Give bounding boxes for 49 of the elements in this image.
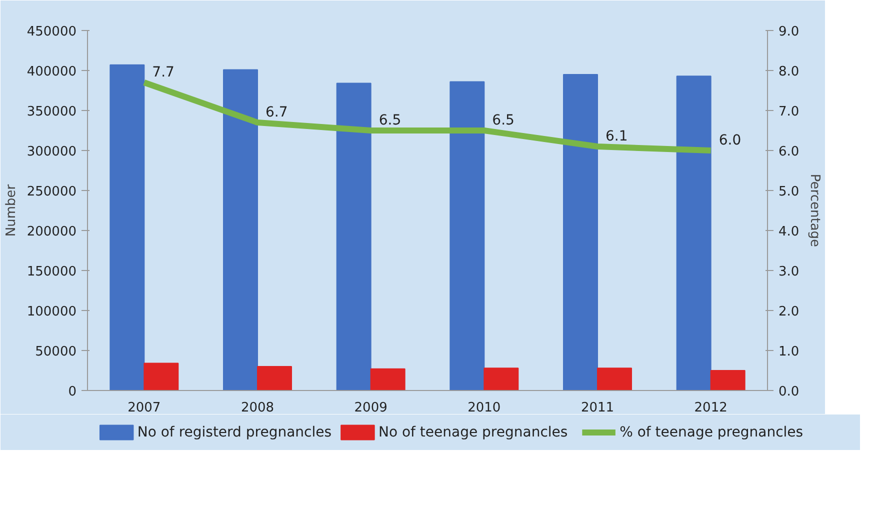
bar (257, 366, 292, 390)
y-tick-label: 250000 (26, 184, 77, 200)
y-tick-label: 300000 (26, 144, 77, 160)
y2-tick-label: 6.0 (778, 144, 800, 160)
bar (563, 74, 598, 390)
x-tick-label: 2010 (468, 400, 501, 416)
bar (144, 362, 179, 390)
x-tick-label: 2011 (580, 400, 614, 416)
y2-tick-label: 0.0 (778, 384, 800, 400)
y-tick-label: 350000 (26, 104, 77, 120)
y-tick-label: 200000 (26, 224, 77, 240)
y-tick-label: 150000 (26, 264, 77, 280)
bar (223, 69, 258, 390)
bar (710, 370, 746, 390)
data-label: 6.7 (266, 104, 288, 120)
bar (484, 368, 519, 390)
bar (597, 368, 632, 390)
data-label: 7.7 (152, 64, 174, 80)
bar (370, 368, 406, 390)
x-tick-label: 2008 (240, 400, 274, 416)
y2-tick-label: 4.0 (778, 224, 800, 240)
x-tick-label: 2009 (354, 400, 388, 416)
data-label: 6.5 (378, 112, 402, 128)
legend-label: No of teenage pregnancles (378, 424, 568, 440)
legend-label: No of registerd pregnancles (137, 424, 332, 440)
y2-tick-label: 2.0 (778, 304, 800, 320)
bar (336, 82, 372, 390)
bar (110, 64, 145, 390)
y2-tick-label: 5.0 (778, 184, 800, 200)
bar (450, 81, 485, 390)
x-tick-label: 2012 (694, 400, 728, 416)
y2-tick-label: 8.0 (778, 64, 800, 80)
y2-tick-label: 3.0 (778, 264, 800, 280)
x-tick-label: 2007 (128, 400, 161, 416)
y-tick-label: 450000 (26, 24, 77, 40)
y2-tick-label: 7.0 (778, 104, 800, 120)
y-tick-label: 0 (68, 384, 77, 400)
y2-tick-label: 1.0 (778, 344, 800, 360)
y-tick-label: 50000 (35, 344, 77, 360)
data-label: 6.5 (492, 112, 514, 128)
y2-tick-label: 9.0 (778, 24, 800, 40)
bar (676, 76, 712, 390)
y-tick-label: 100000 (26, 304, 77, 320)
y2-axis-title: Percentage (807, 174, 822, 248)
y-axis-title: Number (4, 184, 19, 237)
y-tick-label: 400000 (26, 64, 77, 80)
legend-label: % of teenage pregnancles (620, 424, 804, 440)
data-label: 6.1 (606, 128, 628, 144)
data-label: 6.0 (718, 132, 742, 148)
